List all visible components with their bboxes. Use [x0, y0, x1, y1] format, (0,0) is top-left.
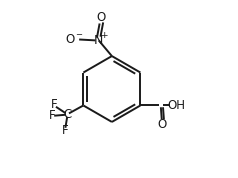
Text: OH: OH [167, 99, 185, 112]
Text: F: F [62, 124, 69, 137]
Text: O: O [97, 11, 106, 24]
Text: C: C [63, 108, 71, 121]
Text: O: O [66, 33, 75, 46]
Text: O: O [158, 118, 167, 131]
Text: −: − [75, 31, 82, 40]
Text: F: F [50, 98, 57, 111]
Text: +: + [100, 31, 108, 40]
Text: N: N [94, 34, 103, 47]
Text: F: F [49, 109, 55, 122]
